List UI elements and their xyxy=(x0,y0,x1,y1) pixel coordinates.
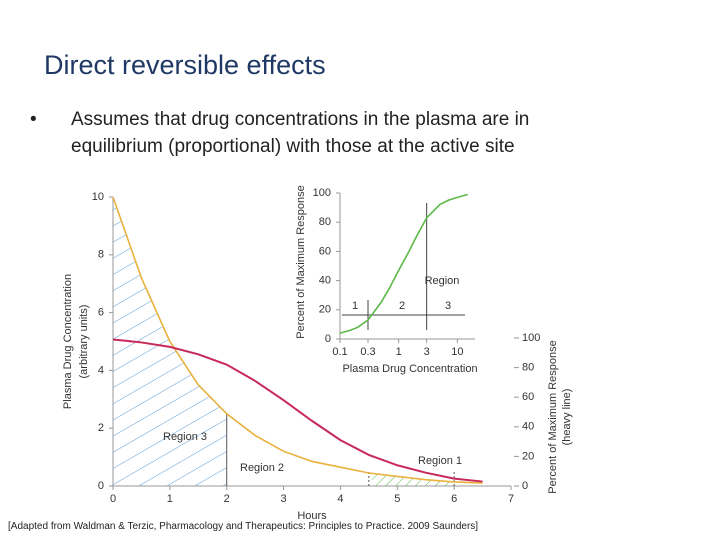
bullet-text: Assumes that drug concentrations in the … xyxy=(71,109,530,157)
x-tick-label: 7 xyxy=(508,493,514,505)
slide-title: Direct reversible effects xyxy=(44,50,326,80)
annotation: 2 xyxy=(399,300,405,312)
annotation: Region 1 xyxy=(418,455,462,467)
x-tick-label: 0.3 xyxy=(360,346,375,358)
x-tick-label: 0.1 xyxy=(332,346,347,358)
annotation: Region 2 xyxy=(240,462,284,474)
y-axis-label: Percent of Maximum Response xyxy=(295,185,307,338)
x-tick-label: 3 xyxy=(424,346,430,358)
annotation: 3 xyxy=(445,300,451,312)
x-axis-label: Hours xyxy=(297,510,327,522)
y2-tick-label: 40 xyxy=(522,421,534,433)
x-tick-label: 2 xyxy=(224,493,230,505)
y2-tick-label: 100 xyxy=(522,332,540,344)
citation: [Adapted from Waldman & Terzic, Pharmaco… xyxy=(8,521,479,532)
y-tick-label: 80 xyxy=(319,216,331,228)
annotation: Region xyxy=(425,275,460,287)
y2-tick-label: 60 xyxy=(522,391,534,403)
series-line xyxy=(339,193,468,334)
y-axis-label: (arbitrary units) xyxy=(78,305,90,379)
y2-tick-label: 0 xyxy=(522,480,528,492)
x-tick-label: 5 xyxy=(394,493,400,505)
x-tick-label: 0 xyxy=(110,493,116,505)
y2-tick-label: 80 xyxy=(522,362,534,374)
y-tick-label: 40 xyxy=(319,275,331,287)
y-tick-label: 10 xyxy=(92,191,104,203)
annotation: 1 xyxy=(352,300,358,312)
annotation: Region 3 xyxy=(163,431,207,443)
x-tick-label: 1 xyxy=(396,346,402,358)
x-tick-label: 4 xyxy=(337,493,343,505)
y-tick-label: 100 xyxy=(313,187,331,199)
y2-axis-label: (heavy line) xyxy=(561,389,573,446)
x-tick-label: 3 xyxy=(281,493,287,505)
y-tick-label: 0 xyxy=(325,333,331,345)
x-tick-label: 6 xyxy=(451,493,457,505)
y-tick-label: 4 xyxy=(98,364,104,376)
y2-tick-label: 20 xyxy=(522,450,534,462)
y-tick-label: 2 xyxy=(98,422,104,434)
y-tick-label: 8 xyxy=(98,249,104,261)
y-tick-label: 0 xyxy=(98,480,104,492)
x-tick-label: 10 xyxy=(451,346,463,358)
y-axis-label: Plasma Drug Concentration xyxy=(62,274,74,409)
x-axis-label: Plasma Drug Concentration xyxy=(342,363,477,375)
y-tick-label: 60 xyxy=(319,245,331,257)
series-line xyxy=(112,338,483,483)
y-tick-label: 20 xyxy=(319,304,331,316)
y-tick-label: 6 xyxy=(98,307,104,319)
x-tick-label: 1 xyxy=(167,493,173,505)
y2-axis-label: Percent of Maximum Response xyxy=(547,340,559,493)
bullet: • Assumes that drug concentrations in the… xyxy=(30,106,610,160)
